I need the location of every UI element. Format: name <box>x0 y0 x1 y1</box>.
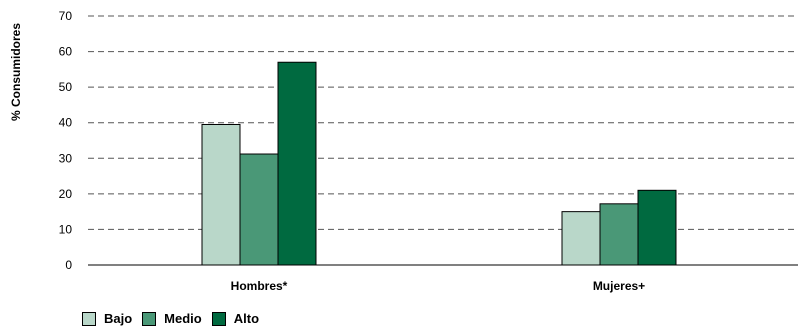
y-tick-label-70: 70 <box>59 9 73 23</box>
y-tick-label-30: 30 <box>59 151 73 165</box>
y-tick-label-10: 10 <box>59 222 73 236</box>
legend-label-medio: Medio <box>164 311 202 326</box>
bar-medio-1 <box>239 153 279 266</box>
legend-swatch-alto <box>211 311 226 326</box>
y-tick-label-0: 0 <box>65 258 72 272</box>
y-tick-label-20: 20 <box>59 187 73 201</box>
y-tick-label-50: 50 <box>59 80 73 94</box>
y-axis-label: % Consumidores <box>9 23 23 121</box>
bar-bajo-2 <box>561 211 601 266</box>
legend-swatch-bajo <box>82 311 96 326</box>
x-category-label-1: Hombres* <box>231 279 288 293</box>
bar-medio-2 <box>599 203 639 266</box>
y-tick-labels: 0 10 20 30 40 50 60 70 <box>59 9 73 272</box>
bar-bajo-1 <box>201 123 241 266</box>
legend-item-alto: Alto <box>211 311 260 326</box>
y-tick-label-60: 60 <box>59 45 73 59</box>
bars <box>201 61 677 266</box>
legend: Bajo Medio Alto <box>82 311 269 326</box>
legend-item-bajo: Bajo <box>82 311 132 326</box>
category-labels: Hombres* Mujeres+ <box>231 279 646 293</box>
bar-alto-2 <box>637 189 677 266</box>
x-category-label-2: Mujeres+ <box>593 279 645 293</box>
legend-label-alto: Alto <box>233 311 260 326</box>
legend-swatch-medio <box>142 311 157 326</box>
legend-item-medio: Medio <box>142 311 202 326</box>
y-tick-label-40: 40 <box>59 116 73 130</box>
bar-alto-1 <box>277 61 317 266</box>
legend-label-bajo: Bajo <box>104 311 133 326</box>
grid-lines <box>88 15 798 230</box>
